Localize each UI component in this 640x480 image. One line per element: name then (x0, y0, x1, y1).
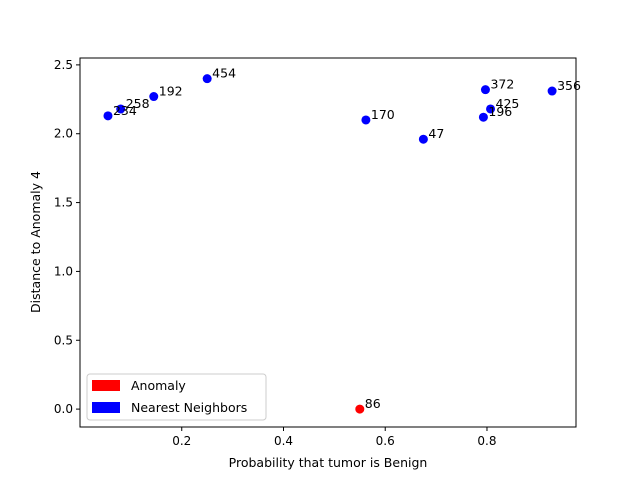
neighbor-point (478, 112, 488, 122)
neighbor-point (418, 134, 428, 144)
axis-ticks: 0.2 0.4 0.6 0.8 0.0 0.5 1.0 1.5 2.0 2.5 (54, 58, 497, 448)
point-label: 234 (113, 103, 137, 118)
y-tick-label: 1.5 (54, 196, 73, 210)
legend-frame (86, 373, 267, 421)
x-tick-label: 0.4 (274, 434, 293, 448)
neighbor-point (149, 92, 159, 102)
point-label: 454 (212, 66, 236, 81)
anomaly-point (355, 404, 365, 414)
neighbor-point (361, 115, 371, 125)
neighbor-point (116, 104, 126, 114)
point-label: 86 (365, 396, 381, 411)
y-axis-label: Distance to Anomaly 4 (28, 171, 43, 313)
legend-swatch-nearest-neighbors (92, 402, 120, 413)
y-tick-label: 0.5 (54, 333, 73, 347)
point-label: 425 (496, 96, 520, 111)
neighbor-point (202, 74, 212, 84)
neighbor-point (486, 104, 496, 114)
neighbor-point (480, 85, 490, 95)
point-label: 47 (428, 126, 444, 141)
plot-frame (79, 57, 577, 428)
y-tick-label: 2.0 (54, 127, 73, 141)
y-tick-label: 2.5 (54, 58, 73, 72)
legend: Anomaly Nearest Neighbors (86, 373, 267, 421)
point-label: 192 (159, 84, 183, 99)
point-label: 372 (490, 77, 514, 92)
x-tick-label: 0.8 (477, 434, 496, 448)
point-label: 196 (488, 104, 512, 119)
y-tick-label: 0.0 (54, 402, 73, 416)
point-label: 258 (126, 96, 150, 111)
legend-label-nearest-neighbors: Nearest Neighbors (131, 400, 247, 415)
neighbor-point (103, 111, 113, 121)
data-points (103, 74, 557, 414)
neighbor-point (547, 86, 557, 96)
point-label: 170 (371, 107, 395, 122)
y-tick-label: 1.0 (54, 264, 73, 278)
legend-label-anomaly: Anomaly (131, 378, 186, 393)
x-tick-label: 0.6 (376, 434, 395, 448)
point-label: 356 (557, 78, 581, 93)
x-tick-label: 0.2 (172, 434, 191, 448)
legend-swatch-anomaly (92, 380, 120, 391)
x-axis-label: Probability that tumor is Benign (229, 455, 428, 470)
